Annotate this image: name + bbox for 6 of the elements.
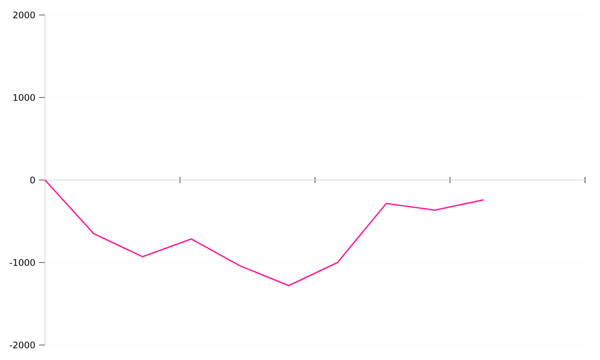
- y-tick-label: -2000: [10, 342, 35, 348]
- y-tick-label: 0: [30, 176, 35, 184]
- y-tick-label: 1000: [14, 94, 35, 101]
- y-tick-label: -1000: [10, 259, 35, 266]
- y-tick-label: 2000: [13, 12, 35, 18]
- line-series: [44, 179, 484, 286]
